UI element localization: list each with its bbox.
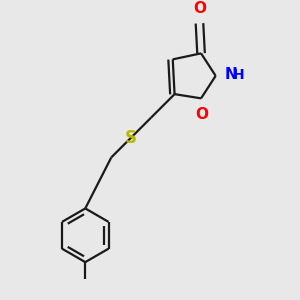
Text: H: H <box>233 68 245 82</box>
Text: O: O <box>193 2 206 16</box>
Text: S: S <box>125 128 137 146</box>
Text: N: N <box>224 67 237 82</box>
Text: O: O <box>195 106 208 122</box>
